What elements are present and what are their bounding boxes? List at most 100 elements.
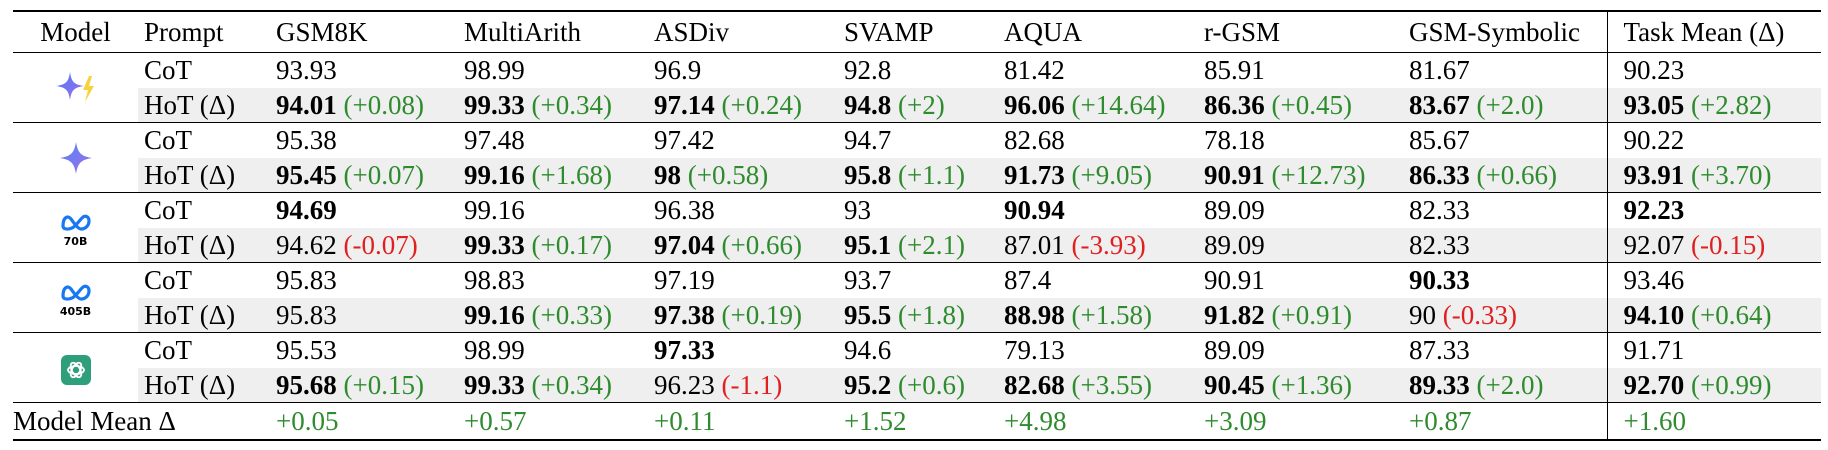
score-value: 90.45	[1204, 369, 1265, 400]
score-value: 97.42	[654, 125, 715, 156]
score-value: 95.2	[844, 369, 892, 400]
header-svamp: SVAMP	[838, 10, 998, 53]
value-cell: 95.83	[270, 263, 458, 298]
prompt-cell: HoT (Δ)	[138, 87, 270, 123]
table-row: HoT (Δ) 95.68 (+0.15) 99.33 (+0.34) 96.23 (…	[13, 367, 1821, 403]
score-value: 95.45	[276, 159, 337, 190]
value-cell: 93	[838, 193, 998, 228]
score-value: 90.91	[1204, 265, 1265, 296]
value-cell: 93.93	[270, 53, 458, 88]
table-row: HoT (Δ) 95.45 (+0.07) 99.16 (+1.68) 98 (+0.…	[13, 157, 1821, 193]
score-value: 96.38	[654, 195, 715, 226]
score-value: 96.06	[1004, 89, 1065, 120]
score-value: 96.23	[654, 369, 715, 400]
delta-value: (+0.19)	[721, 299, 802, 330]
value-cell: 98.99	[458, 333, 648, 368]
model-mean-row: Model Mean Δ +0.05 +0.57 +0.11 +1.52 +4.98 +3.…	[13, 402, 1821, 441]
value-cell: 82.33	[1403, 227, 1607, 263]
score-value: 81.67	[1409, 55, 1470, 86]
score-value: 93	[844, 195, 871, 226]
model-size-label: 405B	[59, 305, 92, 318]
value-cell: 89.09	[1198, 227, 1403, 263]
delta-value: (+2.0)	[1476, 89, 1544, 120]
value-cell: 90.23	[1606, 52, 1821, 88]
value-cell: 90.94	[998, 193, 1198, 228]
model-cell	[13, 52, 138, 123]
meta-icon: 405B	[59, 272, 93, 318]
value-cell: 82.68	[998, 123, 1198, 158]
score-value: 98.83	[464, 265, 525, 296]
score-value: 94.69	[276, 195, 337, 226]
table-row: 70B CoT 94.69 99.16 96.38 93 90.94 89.09 82.33 92…	[13, 192, 1821, 263]
value-cell: 98 (+0.58)	[648, 157, 838, 193]
value-cell: 96.38	[648, 193, 838, 228]
model-cell: 70B	[13, 192, 138, 263]
mean-delta-value: +0.87	[1403, 402, 1607, 441]
value-cell: 89.33 (+2.0)	[1403, 367, 1607, 403]
delta-value: (-3.93)	[1071, 229, 1146, 260]
score-value: 81.42	[1004, 55, 1065, 86]
gemini-icon	[56, 138, 96, 178]
delta-value: (+2.82)	[1691, 89, 1772, 120]
score-value: 97.48	[464, 125, 525, 156]
score-value: 90.23	[1623, 55, 1685, 86]
value-cell: 95.83	[270, 297, 458, 333]
value-cell: 99.33 (+0.34)	[458, 87, 648, 123]
delta-value: (+3.55)	[1071, 369, 1152, 400]
delta-value: (+0.34)	[531, 369, 612, 400]
header-task-mean: Task Mean (Δ)	[1606, 10, 1821, 53]
value-cell: 97.48	[458, 123, 648, 158]
score-value: 92.23	[1623, 195, 1685, 226]
score-value: 90.94	[1004, 195, 1065, 226]
delta-value: (+0.6)	[898, 369, 965, 400]
model-cell: 405B	[13, 262, 138, 333]
table-row: CoT 95.38 97.48 97.42 94.7 82.68 78.18 85.67 90.…	[13, 122, 1821, 193]
score-value: 86.36	[1204, 89, 1265, 120]
value-cell: 96.9	[648, 53, 838, 88]
value-cell: 87.4	[998, 263, 1198, 298]
value-cell: 90.91 (+12.73)	[1198, 157, 1403, 193]
value-cell: 96.23 (-1.1)	[648, 367, 838, 403]
score-value: 92.70	[1623, 369, 1685, 400]
value-cell: 93.7	[838, 263, 998, 298]
score-value: 95.83	[276, 265, 337, 296]
value-cell: 94.8 (+2)	[838, 87, 998, 123]
score-value: 94.01	[276, 89, 337, 120]
mean-delta-value: +3.09	[1198, 402, 1403, 441]
table-row: CoT 93.93 98.99 96.9 92.8 81.42 85.91 81.67 90.2…	[13, 52, 1821, 123]
score-value: 87.33	[1409, 335, 1470, 366]
score-value: 91.71	[1623, 335, 1685, 366]
delta-value: (+0.17)	[531, 229, 612, 260]
prompt-cell: CoT	[144, 335, 193, 366]
value-cell: 90 (-0.33)	[1403, 297, 1607, 333]
delta-value: (-0.15)	[1691, 229, 1766, 260]
delta-value: (+0.08)	[343, 89, 424, 120]
score-value: 95.68	[276, 369, 337, 400]
value-cell: 92.70 (+0.99)	[1606, 367, 1821, 403]
gemini-flash-icon	[52, 68, 100, 108]
delta-value: (+1.68)	[531, 159, 612, 190]
delta-value: (-1.1)	[721, 369, 783, 400]
score-value: 89.33	[1409, 369, 1470, 400]
value-cell: 94.7	[838, 123, 998, 158]
model-cell	[13, 332, 138, 403]
delta-value: (+2.0)	[1476, 369, 1544, 400]
score-value: 97.19	[654, 265, 715, 296]
score-value: 95.53	[276, 335, 337, 366]
score-value: 94.10	[1623, 299, 1685, 330]
value-cell: 85.67	[1403, 123, 1607, 158]
prompt-cell: CoT	[144, 125, 193, 156]
value-cell: 99.33 (+0.34)	[458, 367, 648, 403]
score-value: 95.38	[276, 125, 337, 156]
score-value: 95.1	[844, 229, 892, 260]
score-value: 96.9	[654, 55, 702, 86]
score-value: 98.99	[464, 335, 525, 366]
value-cell: 97.04 (+0.66)	[648, 227, 838, 263]
value-cell: 95.2 (+0.6)	[838, 367, 998, 403]
delta-value: (+0.91)	[1271, 299, 1352, 330]
model-mean-label: Model Mean Δ	[13, 402, 270, 441]
prompt-cell: CoT	[144, 55, 193, 86]
score-value: 99.33	[464, 369, 525, 400]
score-value: 93.46	[1623, 265, 1685, 296]
value-cell: 94.69	[270, 193, 458, 228]
